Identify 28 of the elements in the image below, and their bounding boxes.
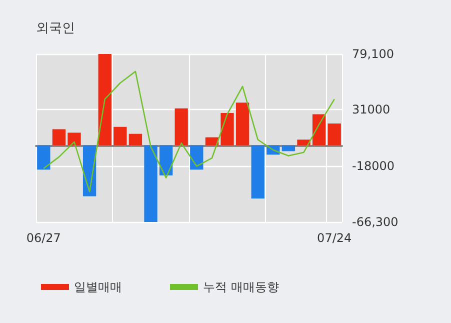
y-tick-label: 79,100 (352, 47, 394, 61)
bar (236, 102, 250, 146)
bar (128, 134, 142, 146)
y-tick-label: 31000 (352, 102, 390, 117)
bar (52, 129, 66, 146)
bar (328, 123, 341, 146)
x-tick-label: 07/24 (317, 231, 352, 245)
bar (98, 54, 112, 146)
legend-label: 누적 매매동향 (203, 280, 279, 294)
x-tick-label: 06/27 (26, 231, 61, 245)
line-series (43, 70, 335, 192)
bar (297, 140, 310, 146)
bar (174, 108, 188, 146)
bar (251, 145, 264, 199)
legend-label: 일별매매 (74, 280, 122, 294)
bar (220, 113, 234, 146)
bar (37, 145, 50, 170)
y-tick-label: -18000 (352, 159, 395, 174)
bar (68, 132, 81, 146)
y-tick-label: -66,300 (352, 215, 398, 229)
bar (205, 137, 219, 146)
bar (114, 126, 127, 146)
bar (159, 145, 173, 176)
bar (144, 145, 158, 222)
bar (282, 145, 296, 152)
chart-title: 외국인 (36, 21, 75, 36)
bar (312, 114, 326, 146)
bar (190, 145, 204, 170)
